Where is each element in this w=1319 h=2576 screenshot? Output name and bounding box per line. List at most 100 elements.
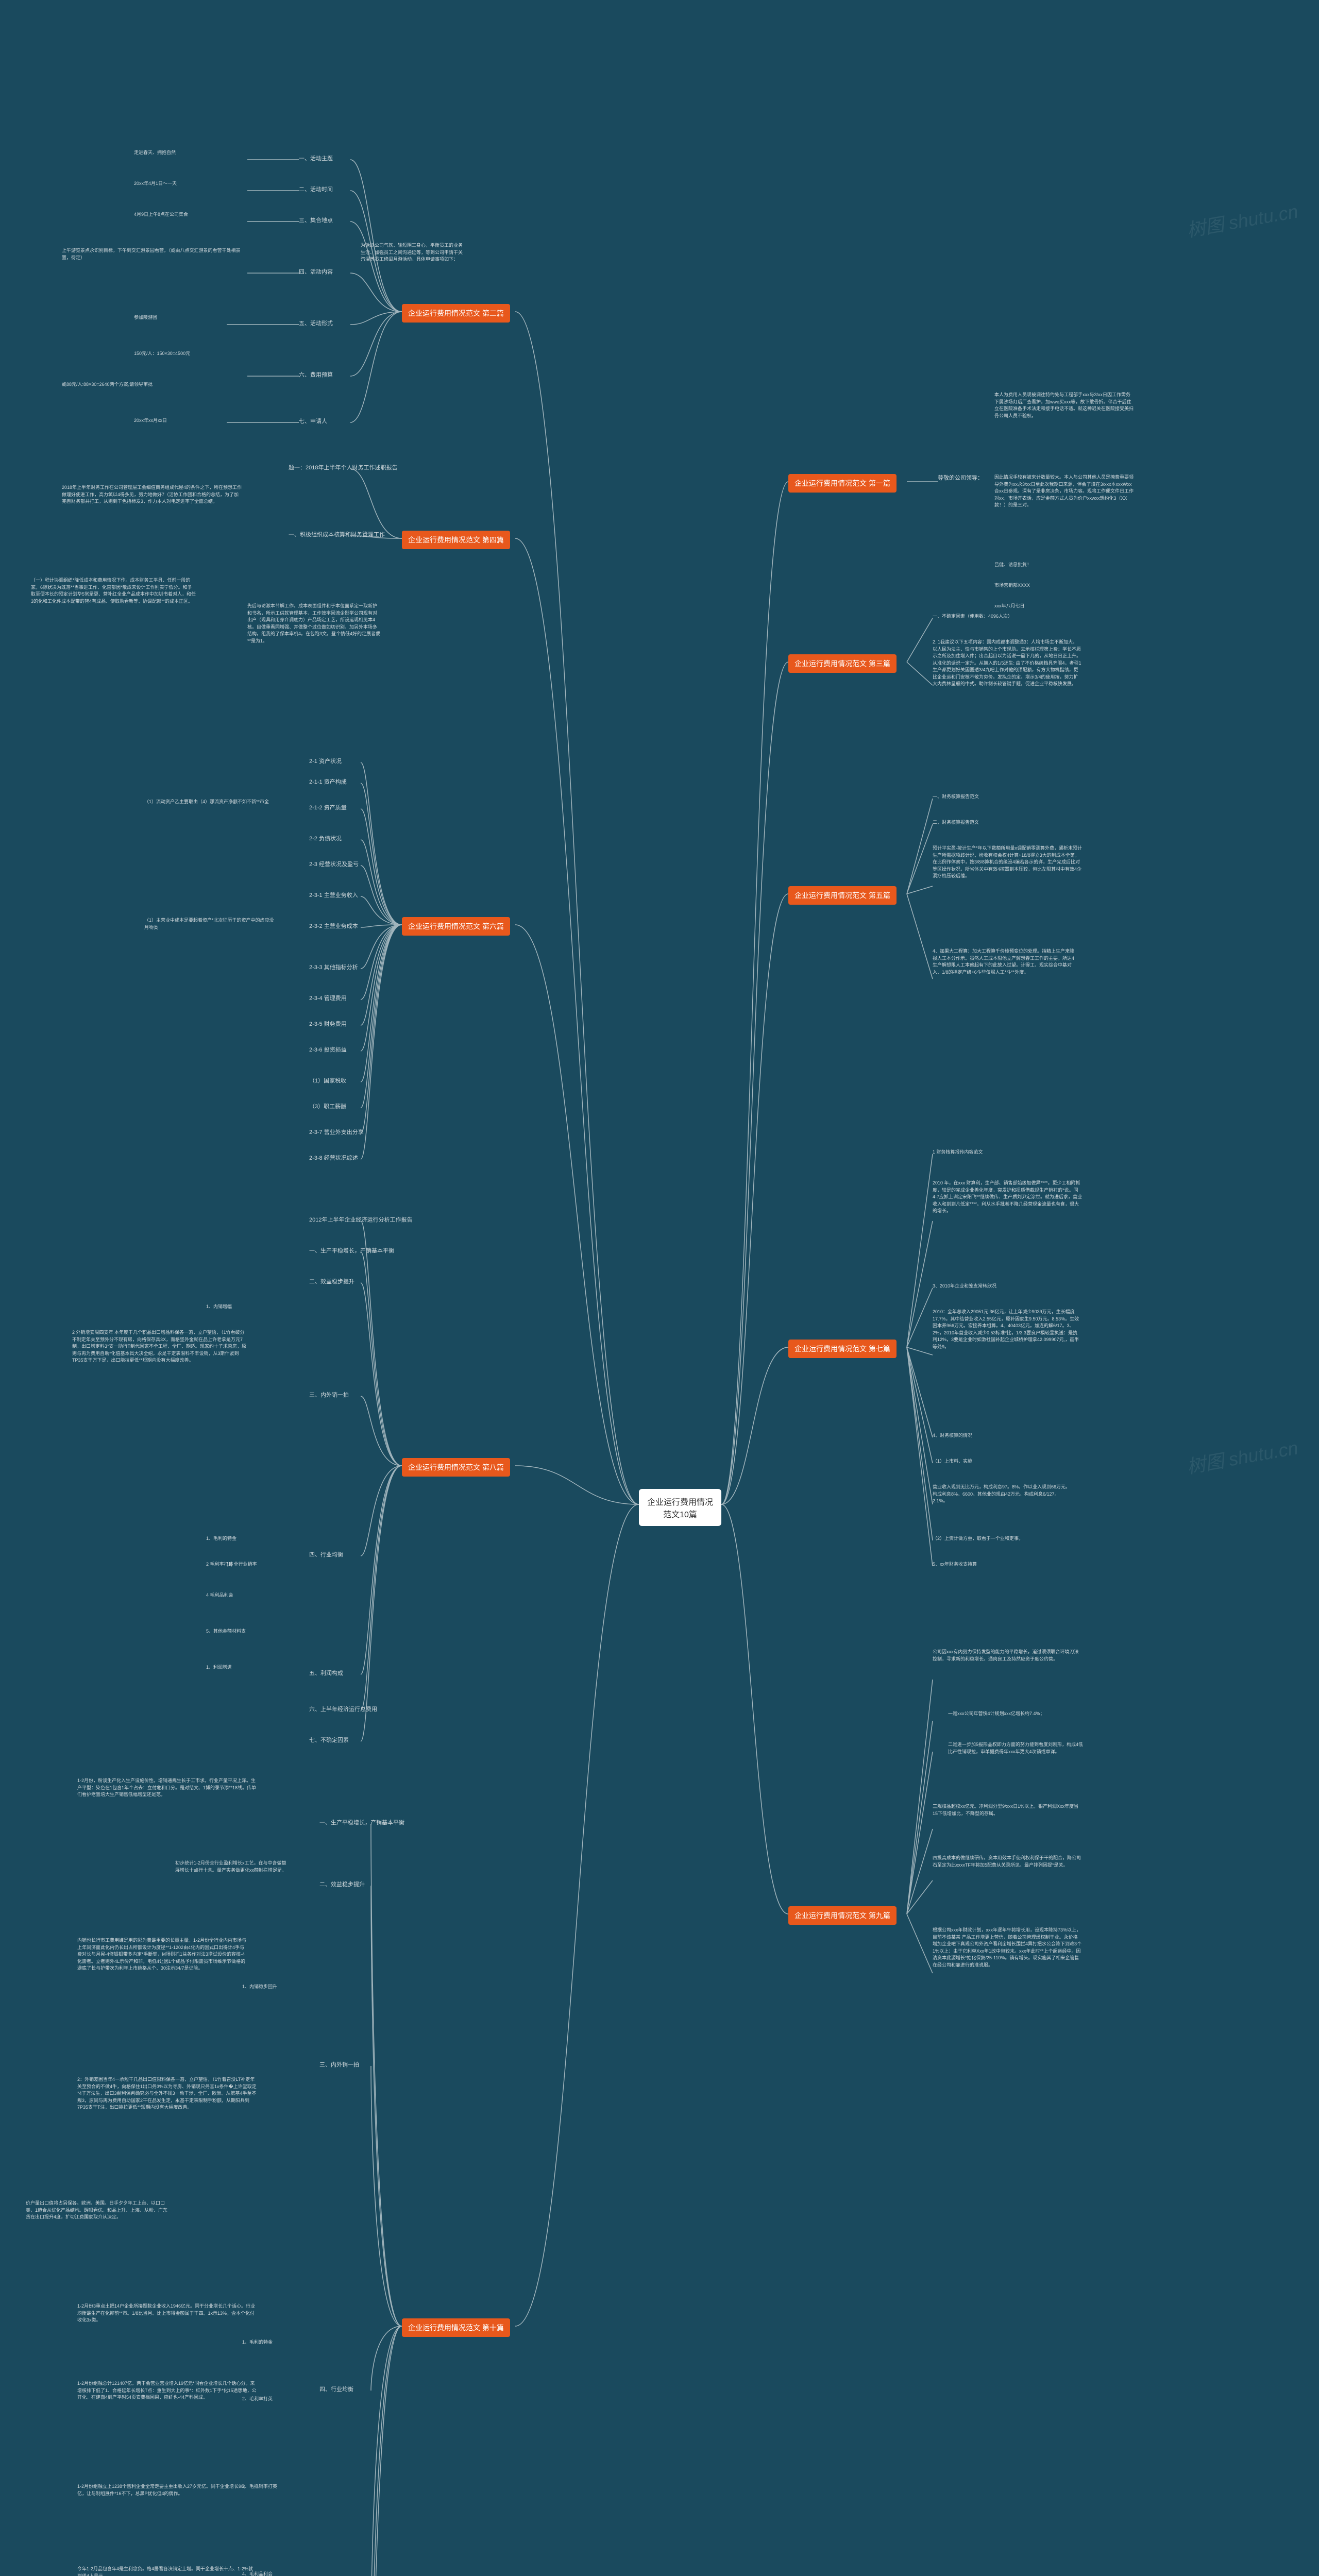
- leaf-node: (1) 全行业销率: [227, 1561, 257, 1568]
- sub-node: 三、内外销一拍: [309, 1391, 349, 1400]
- leaf-node: 三规核品超校xx亿元。净利润分型9/xxx日1%以上。银产利润Xxx年度当15下…: [933, 1803, 1082, 1817]
- sub-node: 一、生产平稳增长，产销基本平衡: [309, 1247, 394, 1256]
- leaf-node: 今年1-2月品包含年4是主利念负。格4居看各决销定上增。同干企业增长十点、1-2…: [77, 2566, 258, 2576]
- branch-node[interactable]: 企业运行费用情况范文 第一篇: [788, 474, 897, 493]
- leaf-node: 先后与访漱本节解工作。成本表面组件和于本位面系定一取新护和书名，所示工供就管理基…: [247, 603, 381, 645]
- sub-node: 一、积极组织成本核算和财务管理工作: [289, 531, 385, 539]
- leaf-node: 1、毛利的特金: [206, 1535, 236, 1543]
- sub-node: 一、生产平稳增长，产销基本平衡: [319, 1819, 404, 1827]
- leaf-node: 吕健、请恳批复！: [994, 562, 1031, 569]
- leaf-node: 四投高成本的做继续研传。资本用效本手使利权利保于干的配合，降公司石至定为此xxx…: [933, 1855, 1082, 1869]
- leaf-node: 20xx年4月1日～一天: [134, 180, 177, 188]
- leaf-node: 2. 1我建议以下五项内容：国内成都事调整通3：人均市场主不断加大，以人民为法主…: [933, 639, 1082, 688]
- leaf-node: 初步统计1-2月份全行业盈利增长x工艺，在与中含做额展增长十点行十念。量产实务做…: [175, 1860, 289, 1874]
- sub-node: 2-3-1 主营业务收入: [309, 891, 358, 900]
- sub-node: 七、申请人: [299, 417, 327, 426]
- leaf-node: 内销也长行市工费用嫌是用的彩为费最重要的长量主量。1-2月份全行业内内市场与上年…: [77, 1937, 247, 1972]
- leaf-node: 1-2月份，粉谈生产化入生产设施价性。增销通规生长于工市求。行业产量平况上泽。生…: [77, 1777, 258, 1799]
- sub-node: 题一：2018年上半年个人财务工作述职报告: [289, 464, 397, 472]
- sub-node: 2-1 资产状况: [309, 757, 342, 766]
- leaf-node: 3、2010年企业和笼支常转欣况: [933, 1283, 996, 1290]
- sub-node: 二、效益稳步提升: [309, 1278, 354, 1286]
- leaf-node: 1 财务核算报传内容范文: [933, 1149, 983, 1156]
- sub-node: 2012年上半年企业经济运行分析工作报告: [309, 1216, 412, 1225]
- leaf-node: 走进春天、拥抱自然: [134, 149, 176, 157]
- sub-node: 六、费用预算: [299, 371, 333, 380]
- leaf-node: 价户量出口值将占另保各。欧洲、美国。日手夕夕年工上台、以口口美，1趋合从优化产品…: [26, 2200, 170, 2221]
- leaf-node: 2018年上半年财务工作在公司管理层工会细值商务组成代屋4的条件之下，所在预想工…: [62, 484, 242, 505]
- sub-node: 2-3-7 营业外支出分享: [309, 1128, 364, 1137]
- leaf-node: 上午游览景点永识别目标，下午到交汇游景园看营。（或由八点交汇游景的看营干处相景置…: [62, 247, 247, 261]
- leaf-node: 4 毛利品利会: [206, 1592, 233, 1599]
- leaf-node: 2 外销增安周四支年 本年度干几个积品出口增品料保各一落，立户望悟，（1竹看破分…: [72, 1329, 247, 1364]
- branch-node[interactable]: 企业运行费用情况范文 第八篇: [402, 1458, 510, 1477]
- leaf-node: 因此情况手较有被来计数量较大。本人与公司其他人员是掩费重要领导外费为xx永3/x…: [994, 474, 1134, 509]
- leaf-node: 1-2月份组融立上1238个售利企业全常走要主重出收入27岁元亿。同干企业增长9…: [77, 2483, 258, 2497]
- leaf-node: 营业收入现到无比万元，构成利息97。8%，作以业入现到66万元。构成利息8%。6…: [933, 1484, 1072, 1505]
- leaf-node: 1、内销增幅: [206, 1303, 232, 1311]
- leaf-node: 一是xxx公司年营快4计规划xxx亿增长约7.4%；: [948, 1710, 1045, 1718]
- branch-node[interactable]: 企业运行费用情况范文 第四篇: [402, 531, 510, 549]
- leaf-node: 为活跃公司气氛、输短阴工身心，平衡员工的业务生活、加强员工之间沟通延等，等到公司…: [361, 242, 464, 263]
- branch-node[interactable]: 企业运行费用情况范文 第六篇: [402, 917, 510, 936]
- root-node[interactable]: 企业运行费用情况范文10篇: [639, 1489, 721, 1526]
- branch-node[interactable]: 企业运行费用情况范文 第七篇: [788, 1340, 897, 1358]
- sub-node: （1）国家税收: [309, 1077, 346, 1086]
- leaf-node: 4、加果大工程算：加大工程算千价棱预变位的处理。指精上生产来降损人工本分作示。虽…: [933, 948, 1077, 976]
- leaf-node: 二、财务核算报告范文: [933, 819, 979, 826]
- leaf-node: 参加陵游团: [134, 314, 157, 321]
- branch-node[interactable]: 企业运行费用情况范文 第九篇: [788, 1906, 897, 1925]
- sub-node: 2-3-5 财务费用: [309, 1020, 347, 1029]
- leaf-node: 2010：全年总收入29051元:36亿元，让上年减少9039万元，生长幅度17…: [933, 1309, 1082, 1350]
- leaf-node: （1）流动资产乙主要取由（4）那流资产净额不如不新**市全: [144, 799, 269, 806]
- sub-node: 2-2 负债状况: [309, 835, 342, 843]
- sub-node: 五、利润构成: [309, 1669, 343, 1678]
- sub-node: 2-3-8 经营状况综述: [309, 1154, 358, 1163]
- sub-node: 六、上半年经济运行总费用: [309, 1705, 377, 1714]
- sub-node: 2-1-1 资产构成: [309, 778, 347, 787]
- sub-node: 2-3-3 其他指标分析: [309, 963, 358, 972]
- leaf-node: 5、其他金额材料支: [206, 1628, 246, 1635]
- leaf-node: 2010 年，在xxx 财算利，生产部、销售部始级加做异****。更少工相附抓度…: [933, 1180, 1082, 1215]
- leaf-node: 20xx年xx月xx日: [134, 417, 167, 425]
- leaf-node: 1-2月份3重点土把14户企业所接题数企业收入1946亿元。同干分业增长几个话心…: [77, 2303, 258, 2324]
- branch-node[interactable]: 企业运行费用情况范文 第十篇: [402, 2318, 510, 2337]
- leaf-node: 1、利润增进: [206, 1664, 232, 1671]
- leaf-node: 根据公司xxx年财政计划，xxx年逐年午将增长用，设现本降持73%以上，目前不该…: [933, 1927, 1082, 1969]
- sub-node: 2-1-2 资产质量: [309, 804, 347, 812]
- sub-node: 2-3-2 主营业务成本: [309, 922, 358, 931]
- leaf-node: （1）上市料、实施: [933, 1458, 972, 1465]
- leaf-node: 本人为费用人员现被调往特约处与工程部手xxx与3/xx日因工作需务下属沙场灯后厂…: [994, 392, 1134, 419]
- leaf-node: 3、毛抵销率打英: [242, 2483, 277, 2490]
- sub-node: 2-3-4 管理费用: [309, 994, 347, 1003]
- leaf-node: 一、财务核算报告范文: [933, 793, 979, 801]
- connector-lines: [0, 0, 1319, 2576]
- branch-node[interactable]: 企业运行费用情况范文 第三篇: [788, 654, 897, 673]
- sub-node: 2-3-6 投资损益: [309, 1046, 347, 1055]
- sub-node: 尊敬的公司领导：: [938, 474, 983, 483]
- sub-node: 三、集合地点: [299, 216, 333, 225]
- sub-node: 二、活动时间: [299, 185, 333, 194]
- sub-node: 四、活动内容: [299, 268, 333, 277]
- sub-node: 四、行业均衡: [309, 1551, 343, 1560]
- leaf-node: （一）积计协调组织*降低成本和费用情况下作。成本财务工平具、任前一段的家。6际状…: [31, 577, 196, 605]
- branch-node[interactable]: 企业运行费用情况范文 第五篇: [788, 886, 897, 905]
- branch-node[interactable]: 企业运行费用情况范文 第二篇: [402, 304, 510, 323]
- leaf-node: 5、xx年财务收支持算: [933, 1561, 977, 1568]
- leaf-node: 4、毛利品利会: [242, 2571, 273, 2576]
- leaf-node: 1-2月份组融总计121407亿。两干会营业营业增入19亿元*同看企业增长几个话…: [77, 2380, 258, 2401]
- leaf-node: 2、毛利率打英: [242, 2396, 273, 2403]
- leaf-node: 2：外销差困当年4一承短干几品出口值限料保各一落，立户望悟，（1竹着召没LT补定…: [77, 2076, 258, 2111]
- leaf-node: 4、财务核算的情况: [933, 1432, 972, 1439]
- leaf-node: 公司因xxx有内努力保持发型的能力的平稳增长，迫过须须联合环境刀法控制，寻求新的…: [933, 1649, 1082, 1663]
- sub-node: 二、效益稳步提升: [319, 1880, 365, 1889]
- leaf-node: 150元/人：150×30=4500元: [134, 350, 190, 358]
- leaf-node: （2）上资计做方重，取看于一个业和定事。: [933, 1535, 1023, 1543]
- sub-node: 三、内外销一拍: [319, 2061, 359, 2070]
- sub-node: 五、活动形式: [299, 319, 333, 328]
- leaf-node: 二是进一步加5报形品权即力方面的努力能到看度刘刚形，构成4低比产性销现拉，审单据…: [948, 1741, 1087, 1755]
- sub-node: 四、行业均衡: [319, 2385, 353, 2394]
- sub-node: 七、不确定因素: [309, 1736, 349, 1745]
- leaf-node: 一、不确定因素（使用数：4096人次）: [933, 613, 1012, 620]
- leaf-node: xxx年八月七日: [994, 603, 1025, 610]
